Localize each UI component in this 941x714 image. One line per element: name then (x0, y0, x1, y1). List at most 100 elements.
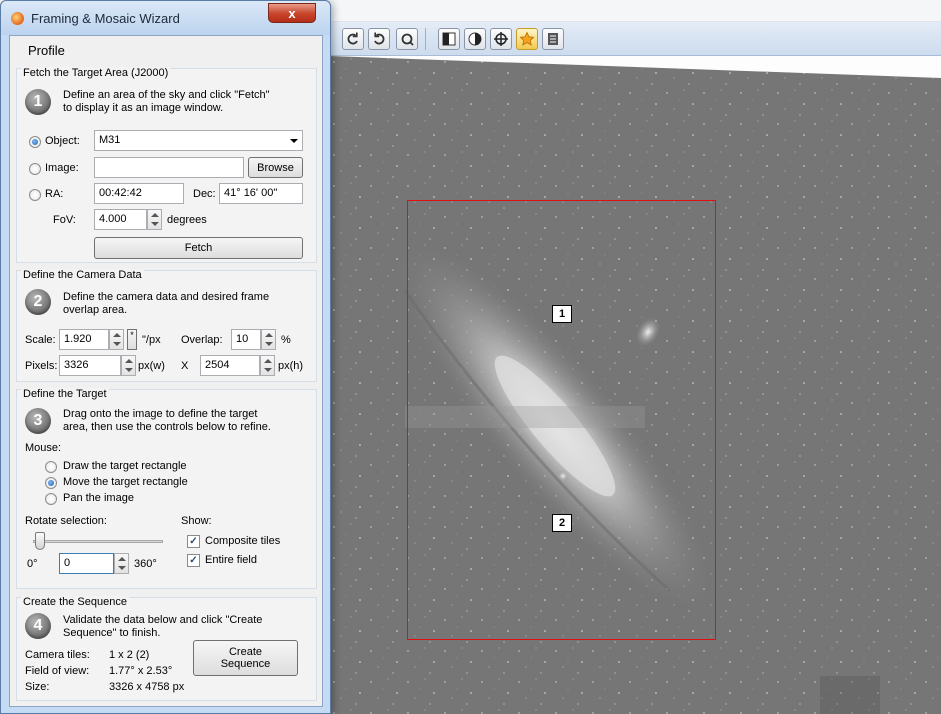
step-2-icon: 2 (25, 289, 51, 315)
overlap-stepper[interactable] (261, 329, 276, 350)
ra-radio[interactable] (29, 189, 41, 201)
sequence-group-title: Create the Sequence (21, 596, 129, 608)
draw-rectangle-radio[interactable] (45, 461, 57, 473)
pan-image-radio[interactable] (45, 493, 57, 505)
fetch-group: Fetch the Target Area (J2000) 1 Define a… (16, 67, 317, 263)
sky-image-view[interactable]: 1 2 (330, 56, 941, 714)
star-icon[interactable] (516, 28, 538, 50)
pixels-height-field[interactable]: 2504 (200, 355, 260, 376)
camera-group-title: Define the Camera Data (21, 269, 144, 281)
pixels-height-stepper[interactable] (260, 355, 275, 376)
profile-label[interactable]: Profile (28, 43, 65, 58)
step-3-icon: 3 (25, 408, 51, 434)
camera-group: Define the Camera Data 2 Define the came… (16, 269, 317, 382)
scale-options-button[interactable]: * (127, 329, 137, 350)
move-rectangle-label[interactable]: Move the target rectangle (63, 476, 188, 488)
object-label: Object: (45, 135, 80, 147)
chevron-down-icon[interactable] (290, 139, 298, 143)
pixels-width-stepper[interactable] (121, 355, 136, 376)
draw-rectangle-label[interactable]: Draw the target rectangle (63, 460, 187, 472)
dec-field[interactable]: 41° 16' 00" (219, 183, 303, 204)
times-label: X (181, 360, 189, 372)
scale-label: Scale: (25, 334, 56, 346)
camera-instructions-2: overlap area. (63, 304, 128, 316)
show-label: Show: (181, 515, 212, 527)
entire-field-checkbox[interactable]: ✓ (187, 554, 200, 567)
pixels-width-unit: px(w) (138, 360, 165, 372)
object-value: M31 (99, 134, 121, 146)
rotate-max-label: 360° (134, 558, 157, 570)
move-rectangle-radio[interactable] (45, 477, 57, 489)
sequence-instructions-2: Sequence" to finish. (63, 627, 161, 639)
image-path-field[interactable] (94, 157, 244, 178)
field-of-view-value: 1.77° x 2.53° (109, 665, 173, 677)
create-sequence-line2: Sequence (220, 658, 271, 670)
create-sequence-line1: Create (228, 646, 263, 658)
fetch-instructions-1: Define an area of the sky and click "Fet… (63, 89, 270, 101)
rotate-angle-field[interactable]: 0 (59, 553, 114, 574)
rotate-selection-label: Rotate selection: (25, 515, 107, 527)
size-value: 3326 x 4758 px (109, 681, 185, 693)
overlap-field[interactable]: 10 (231, 329, 261, 350)
close-button[interactable]: x (268, 3, 316, 23)
rotate-slider-track[interactable] (33, 540, 163, 543)
rotate-angle-stepper[interactable] (114, 553, 129, 574)
app-icon (11, 12, 24, 25)
fov-unit-label: degrees (167, 214, 207, 226)
overlap-label: Overlap: (181, 334, 223, 346)
tile-label-2: 2 (552, 514, 572, 532)
window-title: Framing & Mosaic Wizard (31, 11, 180, 26)
overlap-unit-label: % (281, 334, 291, 346)
reset-rotation-icon[interactable] (396, 28, 418, 50)
object-radio[interactable] (29, 136, 41, 148)
camera-instructions-1: Define the camera data and desired frame (63, 291, 270, 303)
scale-field[interactable]: 1.920 (59, 329, 109, 350)
sequence-instructions-1: Validate the data below and click "Creat… (63, 614, 263, 626)
pixels-width-field[interactable]: 3326 (59, 355, 121, 376)
target-rectangle[interactable] (407, 200, 716, 640)
crosshair-icon[interactable] (490, 28, 512, 50)
image-label: Image: (45, 162, 79, 174)
pixels-height-unit: px(h) (278, 360, 304, 372)
step-1-icon: 1 (25, 89, 51, 115)
browse-button[interactable]: Browse (248, 157, 303, 178)
composite-tiles-label[interactable]: Composite tiles (205, 535, 281, 547)
field-of-view-label: Field of view: (25, 665, 90, 677)
pan-image-label[interactable]: Pan the image (63, 492, 134, 504)
framing-mosaic-wizard-window: Framing & Mosaic Wizard x Profile Fetch … (0, 0, 331, 714)
composite-tiles-checkbox[interactable]: ✓ (187, 535, 200, 548)
title-bar[interactable]: Framing & Mosaic Wizard x (1, 1, 330, 35)
fetch-group-title: Fetch the Target Area (J2000) (21, 67, 171, 79)
camera-tiles-label: Camera tiles: (25, 649, 90, 661)
rotate-min-label: 0° (27, 558, 38, 570)
ra-field[interactable]: 00:42:42 (94, 183, 184, 204)
contrast-icon[interactable] (438, 28, 460, 50)
mouse-label: Mouse: (25, 442, 62, 454)
sequence-group: Create the Sequence 4 Validate the data … (16, 596, 317, 701)
rotate-slider-thumb[interactable] (35, 532, 45, 550)
entire-field-label[interactable]: Entire field (205, 554, 257, 566)
rotate-left-icon[interactable] (342, 28, 364, 50)
rotate-right-icon[interactable] (368, 28, 390, 50)
image-radio[interactable] (29, 163, 41, 175)
fov-field[interactable]: 4.000 (94, 209, 147, 230)
object-combo[interactable]: M31 (94, 130, 303, 151)
fov-label: FoV: (53, 214, 76, 226)
target-instructions-1: Drag onto the image to define the target (63, 408, 258, 420)
target-group: Define the Target 3 Drag onto the image … (16, 388, 317, 589)
ra-label: RA: (45, 188, 64, 200)
scale-stepper[interactable] (109, 329, 124, 350)
step-4-icon: 4 (25, 613, 51, 639)
sky-image (330, 56, 941, 714)
tile-label-1: 1 (552, 305, 572, 323)
halftone-icon[interactable] (464, 28, 486, 50)
create-sequence-button[interactable]: Create Sequence (193, 640, 298, 676)
pixels-label: Pixels: (25, 360, 58, 372)
fov-stepper[interactable] (147, 209, 162, 230)
size-label: Size: (25, 681, 50, 693)
fetch-button[interactable]: Fetch (94, 237, 303, 259)
target-group-title: Define the Target (21, 388, 109, 400)
stack-icon[interactable] (542, 28, 564, 50)
fetch-instructions-2: to display it as an image window. (63, 102, 224, 114)
image-toolbar (330, 22, 941, 56)
